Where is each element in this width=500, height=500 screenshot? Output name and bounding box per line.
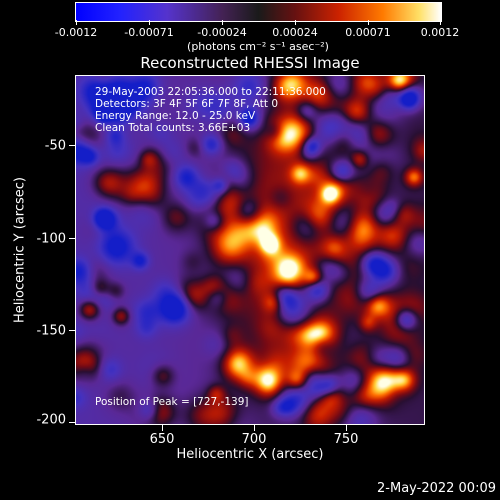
image-title: Reconstructed RHESSI Image (140, 54, 360, 72)
y-tick (69, 330, 75, 331)
plot-area: 29-May-2003 22:05:36.000 to 22:11:36.000… (75, 75, 425, 425)
colorbar-tick (295, 20, 296, 25)
y-tick-label: -200 (36, 412, 66, 428)
y-tick-label: -150 (36, 323, 66, 339)
y-tick-label: -100 (36, 231, 66, 247)
y-tick-label: -50 (44, 138, 66, 154)
x-axis-label: Heliocentric X (arcsec) (176, 447, 324, 462)
x-tick (346, 425, 347, 431)
colorbar-tick-label: 0.00024 (272, 26, 318, 39)
x-tick (162, 425, 163, 431)
x-tick-label: 750 (333, 432, 359, 447)
colorbar-tick-label: -0.00071 (124, 26, 174, 39)
y-tick (69, 145, 75, 146)
colorbar-tick (222, 20, 223, 25)
annotation-time: 29-May-2003 22:05:36.000 to 22:11:36.000 (95, 86, 326, 98)
colorbar-units: (photons cm⁻² s⁻¹ asec⁻²) (187, 40, 329, 53)
annotation-clean: Clean Total counts: 3.66E+03 (95, 122, 251, 134)
colorbar-tick-label: -0.00024 (197, 26, 247, 39)
colorbar-tick (149, 20, 150, 25)
heatmap-image (75, 75, 425, 425)
annotation-energy: Energy Range: 12.0 - 25.0 keV (95, 110, 256, 122)
colorbar-tick-label: 0.00071 (345, 26, 391, 39)
colorbar-tick-label: 0.0012 (420, 26, 460, 39)
y-tick (69, 422, 75, 423)
x-tick-label: 700 (241, 432, 267, 447)
colorbar-tick (440, 20, 441, 25)
colorbar-tick (368, 20, 369, 25)
colorbar (75, 2, 442, 22)
colorbar-tick (76, 20, 77, 25)
colorbar-tick-label: -0.0012 (54, 26, 98, 39)
x-tick-label: 650 (149, 432, 175, 447)
annotation-peak: Position of Peak = [727,-139] (95, 396, 249, 408)
x-tick (254, 425, 255, 431)
render-timestamp: 2-May-2022 00:09 (377, 481, 496, 496)
y-tick (69, 238, 75, 239)
y-axis-label: Heliocentric Y (arcsec) (12, 177, 28, 323)
annotation-detectors: Detectors: 3F 4F 5F 6F 7F 8F, Att 0 (95, 98, 279, 110)
